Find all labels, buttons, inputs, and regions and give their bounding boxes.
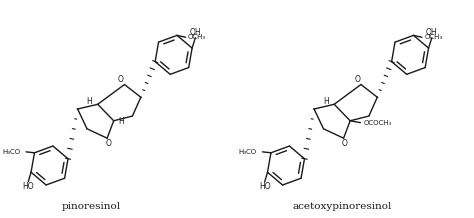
Text: HO: HO (259, 182, 271, 191)
Text: O: O (354, 75, 360, 84)
Text: OCOCH₃: OCOCH₃ (364, 120, 392, 126)
Text: O: O (105, 139, 111, 148)
Text: OH: OH (190, 28, 201, 37)
Text: H: H (86, 97, 92, 106)
Text: OCH₃: OCH₃ (188, 34, 206, 40)
Text: HO: HO (22, 182, 34, 191)
Text: pinoresinol: pinoresinol (62, 203, 121, 211)
Text: acetoxypinoresinol: acetoxypinoresinol (292, 203, 392, 211)
Text: O: O (342, 139, 347, 148)
Text: H₃CO: H₃CO (238, 149, 256, 155)
Text: OCH₃: OCH₃ (425, 34, 443, 40)
Text: H₃CO: H₃CO (2, 149, 20, 155)
Text: O: O (118, 75, 124, 84)
Text: H: H (118, 117, 124, 126)
Text: OH: OH (426, 28, 438, 37)
Text: H: H (323, 97, 328, 106)
